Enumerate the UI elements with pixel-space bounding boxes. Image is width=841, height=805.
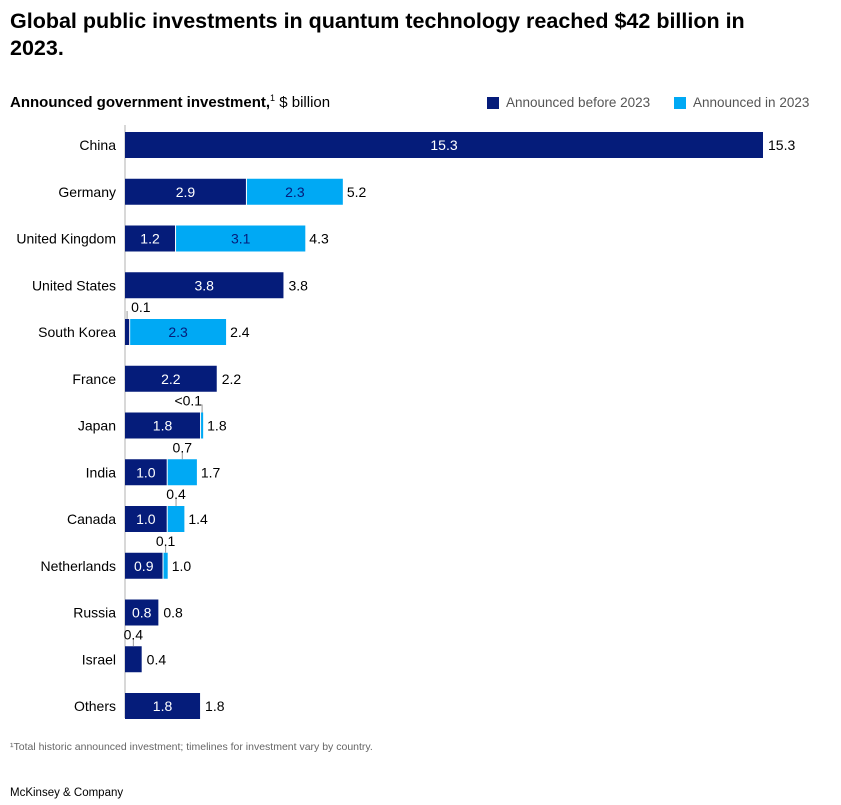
category-label: China	[79, 137, 116, 153]
bar-segment-before	[125, 178, 246, 205]
total-label: 0.4	[147, 651, 167, 667]
total-label: 0.8	[163, 605, 183, 621]
category-label: India	[86, 464, 117, 480]
data-label: 2.2	[161, 371, 181, 387]
callout-label: 0.4	[166, 486, 186, 502]
chart-subtitle: Announced government investment,1 $ bill…	[10, 93, 330, 111]
category-label: Japan	[78, 418, 116, 434]
data-label: 1.2	[140, 231, 160, 247]
subtitle-bold: Announced government investment,	[10, 94, 271, 111]
bar-segment-before	[125, 272, 284, 299]
source-logo: McKinsey & Company	[10, 787, 124, 799]
legend-swatch-before	[487, 96, 499, 109]
data-label: 2.9	[176, 184, 196, 200]
data-label: 0.8	[132, 605, 152, 621]
bar-segment-before	[125, 412, 201, 439]
bar-segment-before	[125, 646, 142, 673]
bar-segment-2023	[167, 459, 197, 486]
total-label: 5.2	[347, 184, 367, 200]
bar-segment-before	[125, 319, 130, 345]
category-label: Canada	[67, 511, 116, 527]
total-label: 4.3	[309, 231, 329, 247]
data-label: 1.0	[136, 464, 156, 480]
subtitle-unit: $ billion	[275, 94, 331, 111]
data-label: 2.3	[168, 324, 188, 340]
bar-segment-before	[125, 225, 176, 252]
bar-segment-before	[125, 459, 167, 486]
category-label: Germany	[58, 184, 116, 200]
bar-segment-before	[125, 552, 163, 579]
chart-title: Global public investments in quantum tec…	[10, 9, 745, 60]
total-label: 1.8	[207, 418, 227, 434]
bar-segment-before	[125, 693, 201, 719]
legend-label-before: Announced before 2023	[506, 95, 651, 110]
bar-segment-before	[125, 365, 217, 392]
bar-segment-before	[125, 132, 763, 158]
data-label: 0.9	[134, 558, 154, 574]
category-label: France	[72, 371, 116, 387]
bar-segment-before	[125, 599, 159, 626]
data-label: 1.8	[153, 418, 173, 434]
subtitle-footnote-mark: 1	[270, 93, 276, 103]
total-label: 2.4	[230, 324, 250, 340]
total-label: 3.8	[288, 277, 308, 293]
callout-label: 0.1	[156, 533, 176, 549]
bar-segment-2023	[176, 225, 306, 252]
category-label: Netherlands	[41, 558, 117, 574]
data-label: 15.3	[430, 137, 457, 153]
legend-item-before: Announced before 2023	[487, 95, 650, 110]
callout-label: <0.1	[174, 393, 202, 409]
category-label: United Kingdom	[16, 231, 116, 247]
bar-segment-2023	[201, 412, 204, 439]
category-label: Others	[74, 698, 116, 714]
bar-segment-2023	[163, 552, 168, 579]
bar-segment-2023	[130, 319, 227, 345]
total-label: 1.7	[201, 464, 221, 480]
category-label: United States	[32, 277, 116, 293]
data-label: 2.3	[285, 184, 305, 200]
footnote: ¹Total historic announced investment; ti…	[10, 741, 373, 753]
bar-segment-2023	[167, 506, 185, 532]
data-label: 1.0	[136, 511, 156, 527]
callout-label: 0.4	[124, 626, 144, 642]
category-label: South Korea	[38, 324, 116, 340]
total-label: 15.3	[768, 137, 795, 153]
bar-segment-2023	[246, 178, 343, 205]
category-label: Israel	[82, 651, 116, 667]
bar-segment-before	[125, 506, 167, 532]
data-label: 3.1	[231, 231, 251, 247]
callout-label: 0.1	[131, 299, 151, 315]
legend-label-2023: Announced in 2023	[693, 95, 810, 110]
legend-swatch-2023	[674, 96, 686, 109]
data-label: 3.8	[194, 277, 214, 293]
total-label: 1.4	[188, 511, 208, 527]
data-label: 1.8	[153, 698, 173, 714]
total-label: 1.0	[172, 558, 192, 574]
legend-item-2023: Announced in 2023	[674, 95, 809, 110]
callout-label: 0.7	[173, 439, 193, 455]
total-label: 1.8	[205, 698, 225, 714]
total-label: 2.2	[222, 371, 242, 387]
category-label: Russia	[73, 605, 116, 621]
